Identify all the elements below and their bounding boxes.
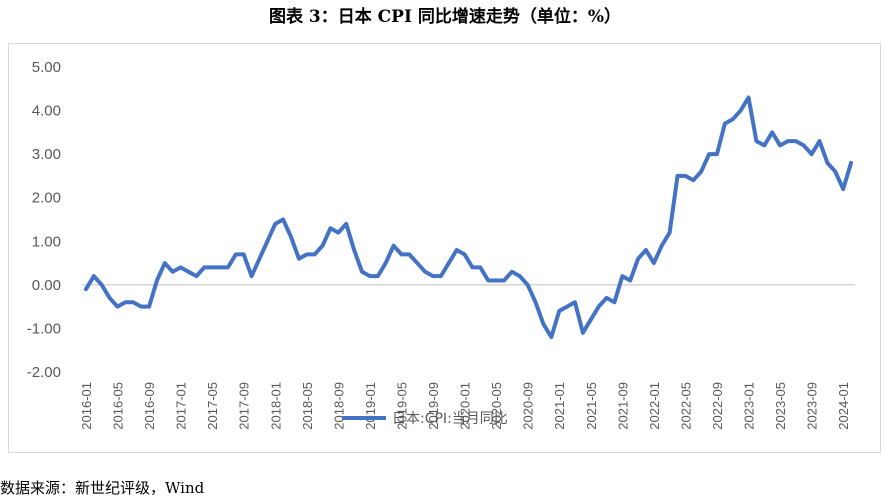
x-tick-label: 2016-05 <box>110 382 125 430</box>
y-tick-label: 5.00 <box>32 59 61 76</box>
x-tick-label: 2020-09 <box>521 382 536 430</box>
y-tick-label: 2.00 <box>32 190 61 207</box>
x-tick-label: 2017-05 <box>205 382 220 430</box>
x-tick-label: 2016-01 <box>79 382 94 430</box>
data-source-note: 数据来源：新世纪评级，Wind <box>0 479 205 497</box>
y-tick-label: -2.00 <box>27 364 61 381</box>
legend: 日本:CPI:当月同比 <box>342 411 508 427</box>
x-tick-label: 2023-01 <box>742 382 757 430</box>
y-tick-label: 0.00 <box>32 277 61 294</box>
x-tick-label: 2023-09 <box>805 382 820 430</box>
x-tick-label: 2021-01 <box>552 382 567 430</box>
x-tick-label: 2024-01 <box>836 382 851 430</box>
y-tick-label: 1.00 <box>32 233 61 250</box>
x-tick-label: 2020-01 <box>458 382 473 430</box>
x-tick-label: 2017-09 <box>237 382 252 430</box>
chart-title: 图表 3：日本 CPI 同比增速走势（单位：%） <box>268 7 621 27</box>
x-tick-label: 2019-09 <box>426 382 441 430</box>
chart-area: 5.00 4.00 3.00 2.00 1.00 0.00 -1.00 -2.00 2016-… <box>8 43 881 453</box>
x-tick-label: 2020-05 <box>489 382 504 430</box>
x-tick-label: 2019-05 <box>394 382 409 430</box>
legend-label: 日本:CPI:当月同比 <box>392 411 508 427</box>
y-tick-label: 3.00 <box>32 146 61 163</box>
x-tick-label: 2021-05 <box>584 382 599 430</box>
line-chart: 5.00 4.00 3.00 2.00 1.00 0.00 -1.00 -2.00 2016-… <box>27 59 855 430</box>
y-tick-label: 4.00 <box>32 103 61 120</box>
x-tick-label: 2018-05 <box>300 382 315 430</box>
y-tick-label: -1.00 <box>27 320 61 337</box>
x-tick-label: 2023-05 <box>773 382 788 430</box>
x-tick-label: 2021-09 <box>615 382 630 430</box>
x-tick-label: 2016-09 <box>142 382 157 430</box>
x-tick-label: 2022-05 <box>678 382 693 430</box>
x-tick-label: 2022-09 <box>710 382 725 430</box>
series-line <box>83 95 854 340</box>
x-tick-label: 2022-01 <box>647 382 662 430</box>
x-tick-label: 2018-01 <box>268 382 283 430</box>
x-tick-label: 2017-01 <box>174 382 189 430</box>
x-tick-label: 2018-09 <box>331 382 346 430</box>
x-tick-label: 2019-01 <box>363 382 378 430</box>
